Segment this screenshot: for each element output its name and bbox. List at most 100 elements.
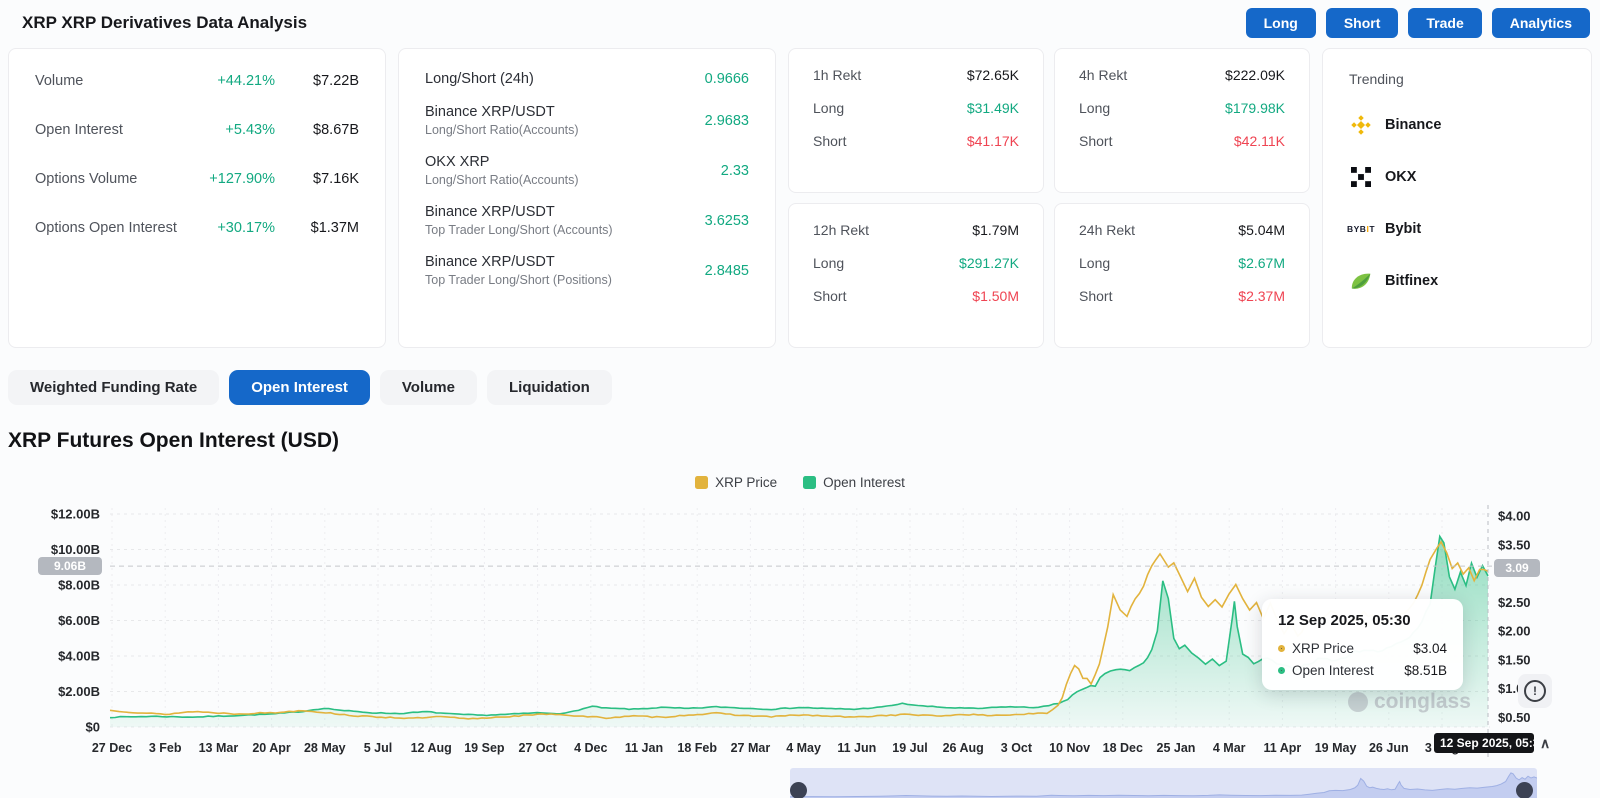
navigator-handle-left[interactable]: [790, 782, 807, 798]
svg-text:$3.50: $3.50: [1498, 537, 1531, 552]
stat-label: Options Open Interest: [35, 220, 177, 236]
legend-swatch-icon: [695, 476, 709, 489]
svg-text:4 May: 4 May: [786, 741, 821, 755]
rekt-title: 1h Rekt: [813, 67, 862, 83]
ratio-value: 2.8485: [704, 262, 749, 279]
rekt-short-value: $41.17K: [966, 133, 1019, 149]
ratio-row: Binance XRP/USDT Top Trader Long/Short (A…: [425, 204, 749, 237]
rekt-long-row: Long $179.98K: [1079, 100, 1285, 116]
ratio-labels: Binance XRP/USDT Top Trader Long/Short (P…: [425, 254, 705, 287]
long-short-ratios-card: Long/Short (24h) 0.9666 Binance XRP/USDT Lo…: [398, 48, 776, 348]
stat-change: +30.17%: [217, 220, 275, 236]
tab-weighted-funding-rate[interactable]: Weighted Funding Rate: [8, 370, 220, 405]
alert-settings-button[interactable]: !: [1518, 674, 1552, 708]
rekt-total-row: 4h Rekt $222.09K: [1079, 67, 1285, 83]
rekt-total-value: $222.09K: [1225, 67, 1285, 83]
svg-text:$1.50: $1.50: [1498, 652, 1531, 667]
ratio-row: OKX XRP Long/Short Ratio(Accounts) 2.33: [425, 154, 749, 187]
svg-text:26 Jun: 26 Jun: [1369, 741, 1409, 755]
tab-volume[interactable]: Volume: [379, 370, 477, 405]
range-navigator[interactable]: [789, 768, 1538, 798]
chart-tooltip: 12 Sep 2025, 05:30 XRP Price $3.04 Open In…: [1262, 599, 1463, 690]
rekt-long-label: Long: [1079, 255, 1111, 271]
rekt-long-label: Long: [1079, 100, 1111, 116]
svg-text:$4.00: $4.00: [1498, 509, 1531, 524]
rekt-total-value: $1.79M: [972, 222, 1019, 238]
tab-liquidation[interactable]: Liquidation: [486, 370, 612, 405]
x-axis-cursor-chip: 12 Sep 2025, 05:30: [1434, 733, 1534, 753]
tooltip-series-value: $3.04: [1413, 641, 1447, 656]
svg-text:19 Sep: 19 Sep: [464, 741, 505, 755]
trending-item-binance[interactable]: Binance: [1349, 113, 1565, 137]
navigator-collapse-chevron[interactable]: ∧: [1540, 735, 1551, 751]
tooltip-series-name: XRP Price: [1292, 641, 1355, 656]
ratio-labels: Binance XRP/USDT Top Trader Long/Short (A…: [425, 204, 705, 237]
svg-text:27 Dec: 27 Dec: [92, 741, 132, 755]
price-last-value-chip: 3.09: [1494, 559, 1540, 577]
ratio-label: Binance XRP/USDT: [425, 104, 555, 120]
legend-item-open-interest[interactable]: Open Interest: [803, 475, 905, 490]
trending-exchange-name: Bitfinex: [1385, 273, 1439, 289]
ratio-value: 2.9683: [704, 112, 749, 129]
svg-text:18 Feb: 18 Feb: [677, 741, 717, 755]
coinglass-watermark: coinglass: [1348, 690, 1471, 714]
navigator-minichart: [789, 772, 1538, 798]
trending-item-bitfinex[interactable]: Bitfinex: [1349, 269, 1565, 293]
ratio-sublabel: Top Trader Long/Short (Positions): [425, 273, 612, 287]
trending-title: Trending: [1349, 71, 1404, 87]
svg-text:3 Oct: 3 Oct: [1001, 741, 1033, 755]
market-stats-card: Volume +44.21% $7.22B Open Interest +5.43% $8…: [8, 48, 386, 348]
navigator-handle-right[interactable]: [1516, 782, 1533, 798]
stat-change: +44.21%: [217, 73, 275, 89]
legend-label: XRP Price: [715, 475, 778, 490]
trending-card: Trending Binance OKX BYBIT Bybit Bitfinex: [1322, 48, 1592, 348]
page-title: XRP XRP Derivatives Data Analysis: [22, 13, 308, 32]
tab-open-interest[interactable]: Open Interest: [229, 370, 370, 405]
rekt-long-value: $2.67M: [1238, 255, 1285, 271]
trending-exchange-name: OKX: [1385, 169, 1417, 185]
svg-text:4 Dec: 4 Dec: [574, 741, 607, 755]
svg-text:5 Jul: 5 Jul: [364, 741, 393, 755]
legend-swatch-icon: [803, 476, 817, 489]
ratio-row: Binance XRP/USDT Long/Short Ratio(Account…: [425, 104, 749, 137]
rekt-title: 24h Rekt: [1079, 222, 1136, 238]
ratio-labels: Binance XRP/USDT Long/Short Ratio(Account…: [425, 104, 705, 137]
rekt-total-row: 12h Rekt $1.79M: [813, 222, 1019, 238]
trending-exchange-name: Bybit: [1385, 221, 1422, 237]
svg-text:27 Mar: 27 Mar: [731, 741, 771, 755]
stat-row: Open Interest +5.43% $8.67B: [35, 122, 359, 138]
svg-text:20 Apr: 20 Apr: [252, 741, 291, 755]
tooltip-row: Open Interest $8.51B: [1278, 663, 1447, 678]
svg-text:19 Jul: 19 Jul: [892, 741, 927, 755]
svg-text:12 Aug: 12 Aug: [411, 741, 452, 755]
oi-price-chart: 27 Dec 3 Feb 13 Mar 20 Apr 28 May 5 Jul 12 Aug…: [51, 505, 1531, 758]
rekt-total-row: 1h Rekt $72.65K: [813, 67, 1019, 83]
legend-item-xrp-price[interactable]: XRP Price: [695, 475, 777, 490]
svg-text:28 May: 28 May: [304, 741, 346, 755]
svg-text:$10.00B: $10.00B: [51, 542, 100, 557]
svg-text:27 Oct: 27 Oct: [518, 741, 557, 755]
action-button-short[interactable]: Short: [1325, 8, 1399, 38]
rekt-short-label: Short: [1079, 288, 1113, 304]
svg-text:$4.00B: $4.00B: [58, 649, 100, 664]
coinglass-logo-icon: [1348, 692, 1368, 712]
rekt-long-value: $179.98K: [1225, 100, 1285, 116]
binance-icon: [1349, 113, 1373, 137]
svg-text:$2.00: $2.00: [1498, 624, 1531, 639]
action-button-analytics[interactable]: Analytics: [1491, 8, 1590, 38]
rekt-title: 4h Rekt: [1079, 67, 1128, 83]
svg-text:$2.50: $2.50: [1498, 595, 1531, 610]
trending-item-bybit[interactable]: BYBIT Bybit: [1347, 217, 1565, 241]
ratio-sublabel: Top Trader Long/Short (Accounts): [425, 223, 613, 237]
rekt-card: 1h Rekt $72.65K Long $31.49K Short $41.17K: [788, 48, 1044, 193]
svg-text:11 Apr: 11 Apr: [1264, 741, 1302, 755]
trending-item-okx[interactable]: OKX: [1349, 165, 1565, 189]
action-button-trade[interactable]: Trade: [1408, 8, 1482, 38]
svg-text:11 Jun: 11 Jun: [837, 741, 876, 755]
svg-text:$2.00B: $2.00B: [58, 684, 100, 699]
header-actions: Long Short Trade Analytics: [1245, 8, 1590, 38]
oi-last-value-chip: 9.06B: [38, 557, 102, 575]
action-button-long[interactable]: Long: [1245, 8, 1316, 38]
ratio-labels: OKX XRP Long/Short Ratio(Accounts): [425, 154, 721, 187]
